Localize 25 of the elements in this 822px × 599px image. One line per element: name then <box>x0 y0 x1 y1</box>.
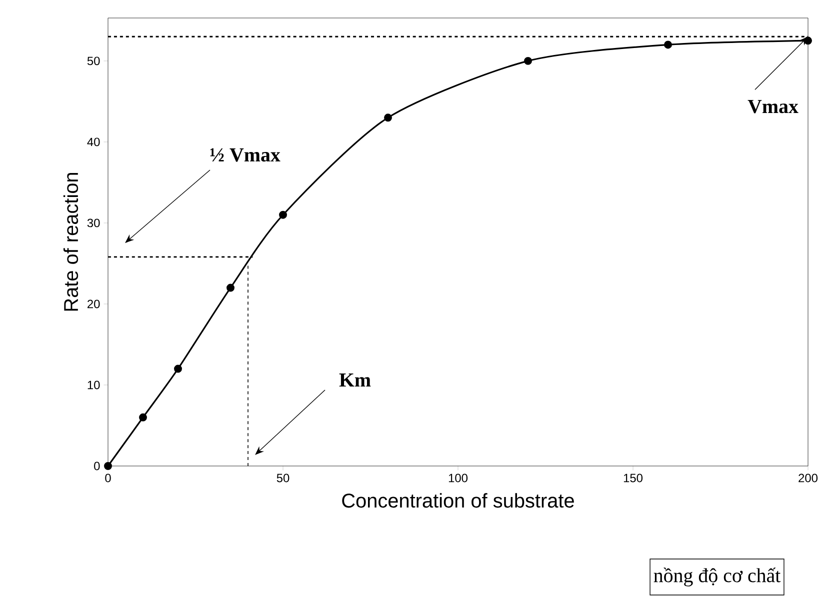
y-tick-label: 50 <box>87 56 100 66</box>
y-tick-label: 40 <box>87 138 100 146</box>
y-tick-label: 30 <box>87 218 100 228</box>
point <box>226 284 234 292</box>
x-tick-label: 100 <box>448 474 468 482</box>
x-tick-label: 0 <box>105 474 111 482</box>
point <box>139 413 147 422</box>
y-tick-label: 20 <box>88 300 100 308</box>
x-axis-title: Concentration of substrate <box>342 493 574 508</box>
x-tick-label: 150 <box>624 474 643 482</box>
point <box>384 114 392 122</box>
y-tick-label: 10 <box>88 380 100 390</box>
point <box>524 56 532 65</box>
point <box>174 364 182 373</box>
point <box>664 40 672 49</box>
annotation: Vmax <box>748 100 798 114</box>
y-tick-label: 0 <box>94 462 100 470</box>
annotation: ½ Vmax <box>210 148 280 162</box>
x-tick-label: 200 <box>798 474 818 482</box>
annotation: Km <box>339 373 371 387</box>
point <box>104 462 112 470</box>
point <box>279 210 287 219</box>
x-tick-label: 50 <box>276 474 290 482</box>
text: nồng độ cơ chất <box>654 568 781 586</box>
y-axis-title: Rate of reaction <box>63 172 78 311</box>
